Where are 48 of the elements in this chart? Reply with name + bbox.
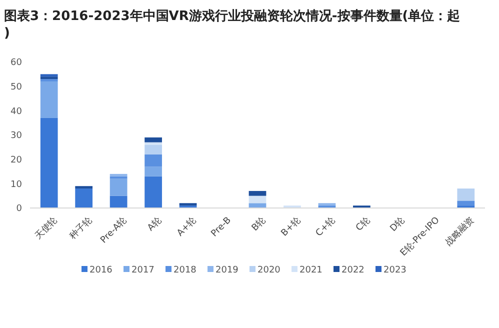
x-tick-label: B+轮 (278, 214, 303, 239)
legend-label: 2021 (300, 266, 322, 276)
legend-label: 2019 (216, 266, 239, 276)
legend-label: 2018 (174, 266, 197, 276)
legend-label: 2020 (258, 266, 281, 276)
x-tick-label: 战略融资 (443, 214, 476, 248)
y-tick-label: 40 (10, 106, 22, 117)
bar (248, 190, 266, 196)
y-tick-label: 0 (16, 204, 22, 214)
y-tick-label: 50 (10, 82, 22, 92)
y-tick-label: 20 (10, 155, 22, 166)
bar (75, 186, 93, 189)
legend-label: 2023 (384, 266, 406, 276)
bar (248, 203, 266, 208)
x-tick-label: D轮 (388, 214, 408, 234)
bar (179, 203, 197, 206)
bar (40, 74, 58, 77)
bar (318, 203, 336, 206)
bar (110, 178, 128, 196)
bar (110, 176, 128, 179)
legend-label: 2022 (342, 266, 364, 276)
legend-label: 2016 (90, 266, 113, 276)
bar (144, 137, 162, 142)
x-tick-label: B轮 (250, 214, 268, 234)
bar (248, 196, 266, 204)
y-tick-label: 60 (10, 58, 22, 68)
bar (110, 174, 128, 176)
x-tick-label: A轮 (145, 214, 164, 234)
x-tick-label: C轮 (354, 214, 372, 234)
x-tick-label: 种子轮 (68, 214, 94, 242)
bar (457, 200, 475, 206)
bar (457, 188, 475, 201)
x-tick-label: A+轮 (174, 214, 199, 239)
bar (40, 118, 58, 208)
bar (144, 144, 162, 154)
chart-title: 图表3：2016-2023年中国VR游戏行业投融资轮次情况-按事件数量(单位：起) (4, 8, 460, 41)
bar (40, 76, 58, 80)
x-tick-label: 天使轮 (32, 214, 60, 242)
x-tick-label: C+轮 (314, 214, 338, 239)
y-tick-label: 30 (10, 131, 22, 142)
bar (110, 196, 128, 208)
legend-label: 2017 (132, 266, 154, 276)
bar (144, 154, 162, 167)
y-tick-label: 10 (10, 180, 22, 190)
bar (75, 188, 93, 208)
bar (144, 176, 162, 208)
bar (144, 166, 162, 176)
bar (40, 81, 58, 118)
